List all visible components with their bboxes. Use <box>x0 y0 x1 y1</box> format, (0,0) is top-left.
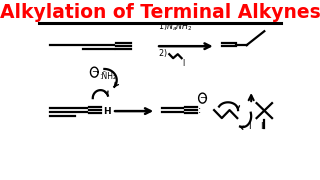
Text: H: H <box>103 107 110 116</box>
Text: $1)N_aNH_2$: $1)N_aNH_2$ <box>158 21 193 33</box>
Text: :: : <box>198 105 201 115</box>
Text: −: − <box>199 93 206 102</box>
Text: $2)$: $2)$ <box>158 47 168 59</box>
Text: I: I <box>248 122 251 130</box>
Text: :ÑH₂: :ÑH₂ <box>99 72 116 81</box>
Text: Alkylation of Terminal Alkynes: Alkylation of Terminal Alkynes <box>0 3 320 22</box>
Text: I: I <box>260 122 263 130</box>
Text: −: − <box>91 67 98 76</box>
Text: I: I <box>182 59 185 68</box>
